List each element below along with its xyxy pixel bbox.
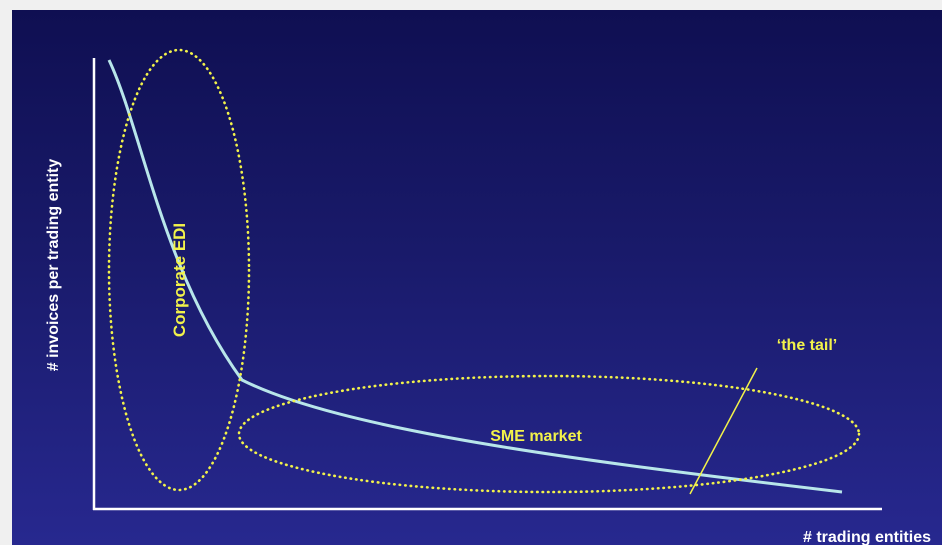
corporate-edi-label: Corporate EDI	[170, 223, 189, 337]
x-axis-label: # trading entities	[803, 529, 931, 545]
long-tail-diagram: # invoices per trading entity # trading …	[45, 48, 931, 545]
y-axis-label: # invoices per trading entity	[45, 159, 62, 372]
sme-market-label: SME market	[490, 428, 582, 445]
corporate-edi-ellipse	[107, 48, 251, 492]
long-tail-curve	[107, 59, 843, 494]
tail-pointer-line	[689, 367, 758, 495]
sme-market-ellipse	[237, 374, 861, 494]
slide-background: # invoices per trading entity # trading …	[12, 10, 942, 545]
tail-label: ‘the tail’	[777, 337, 837, 354]
